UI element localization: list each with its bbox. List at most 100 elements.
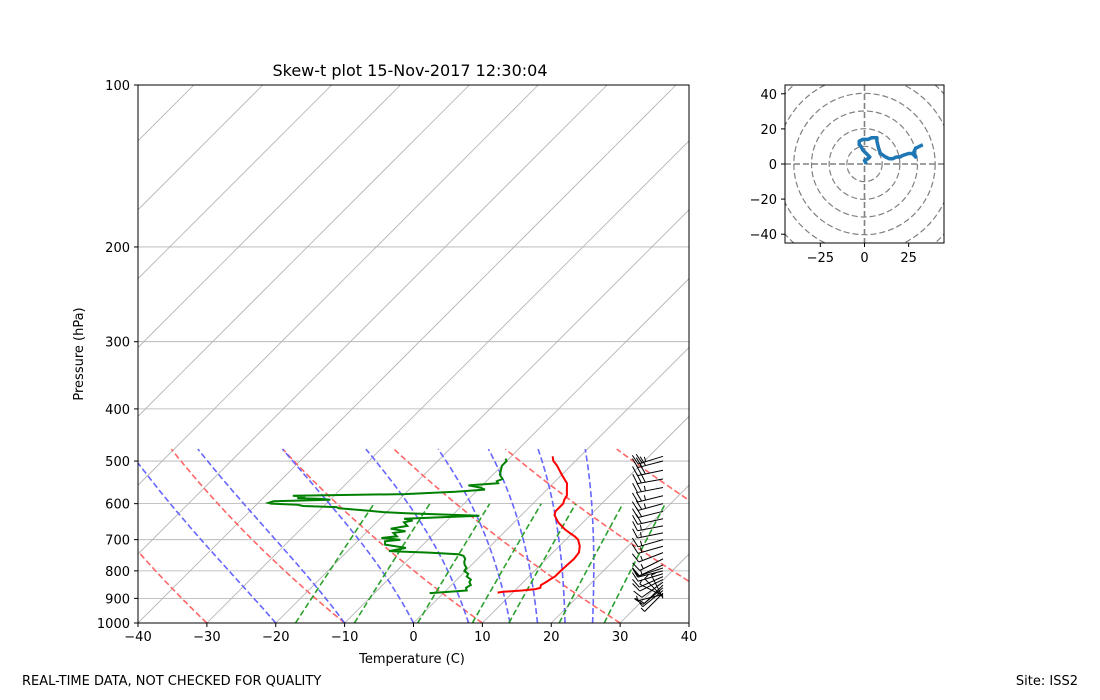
isotherm-gridline bbox=[206, 140, 689, 623]
hodograph-axes: −25 0 25 −40 −20 0 20 40 bbox=[750, 84, 945, 266]
wind-barb-feather bbox=[632, 492, 639, 503]
isotherm-gridline bbox=[138, 85, 401, 349]
moist-adiabat-line bbox=[487, 448, 539, 623]
dry-adiabat-line bbox=[138, 550, 208, 623]
wind-barb bbox=[640, 592, 664, 612]
wind-barb-staff bbox=[644, 584, 664, 604]
skewt-plot-area bbox=[138, 85, 689, 623]
mixing-ratio-line bbox=[294, 503, 375, 623]
wind-barb-staff bbox=[637, 510, 664, 519]
wind-barb bbox=[631, 544, 664, 554]
wind-barb-feather bbox=[635, 457, 643, 467]
wind-barb bbox=[635, 584, 664, 604]
mixing-ratio-line bbox=[603, 503, 667, 623]
wind-barb-half-feather bbox=[639, 602, 644, 608]
wind-barb-staff bbox=[637, 573, 664, 582]
wind-barb bbox=[632, 579, 664, 592]
x-tick-label: 0 bbox=[409, 630, 417, 645]
wind-barb bbox=[631, 500, 664, 511]
wind-barb bbox=[631, 537, 664, 548]
isotherm-gridline bbox=[138, 85, 195, 142]
moist-adiabat-line bbox=[584, 448, 595, 623]
wind-barb-staff bbox=[637, 495, 664, 503]
wind-barb-staff bbox=[641, 581, 664, 598]
wind-barb-feather bbox=[632, 466, 639, 476]
wind-barb-staff bbox=[637, 478, 664, 485]
wind-barb bbox=[632, 528, 664, 539]
wind-barb-staff bbox=[644, 592, 664, 612]
isotherm-gridline bbox=[138, 85, 608, 555]
isotherm-gridline bbox=[550, 484, 689, 623]
hodograph-x-tick-label: 25 bbox=[900, 251, 917, 266]
wind-barb bbox=[632, 564, 664, 577]
wind-barb-staff bbox=[642, 590, 664, 608]
isotherm-gridline bbox=[413, 346, 689, 623]
hodograph-y-tick-label: −20 bbox=[750, 193, 777, 208]
y-axis-label: Pressure (hPa) bbox=[72, 307, 87, 400]
wind-barb-staff bbox=[638, 552, 664, 563]
wind-barb-staff bbox=[637, 532, 664, 539]
wind-barb-feather bbox=[631, 455, 639, 465]
moist-adiabat-line bbox=[537, 448, 566, 623]
wind-barb-feather bbox=[632, 482, 638, 493]
wind-barb-staff bbox=[637, 469, 664, 477]
wind-barb-staff bbox=[639, 576, 664, 588]
hodograph-x-tick-label: −25 bbox=[807, 251, 834, 266]
mixing-ratio-line bbox=[508, 503, 577, 623]
y-tick-label: 300 bbox=[105, 336, 130, 351]
y-tick-label: 500 bbox=[105, 455, 130, 470]
wind-barb-feather bbox=[639, 456, 647, 466]
wind-barb-staff bbox=[639, 564, 664, 577]
hodograph-y-tick-label: 20 bbox=[760, 123, 777, 138]
wind-barb-half-feather bbox=[643, 485, 646, 492]
wind-barb-feather bbox=[636, 482, 642, 492]
wind-barb-half-feather bbox=[640, 555, 643, 561]
wind-barb-staff bbox=[637, 570, 664, 578]
dewpoint-trace bbox=[264, 458, 508, 595]
wind-barb-feather bbox=[632, 521, 638, 531]
wind-barb-half-feather bbox=[643, 495, 647, 501]
temperature-trace bbox=[497, 456, 581, 594]
isotherm-gridline bbox=[138, 85, 539, 486]
wind-barbs bbox=[631, 453, 664, 612]
wind-barb-half-feather bbox=[643, 456, 647, 462]
isotherm-gridline bbox=[688, 622, 689, 623]
wind-barb-half-feather bbox=[643, 503, 647, 509]
wind-barb-feather bbox=[634, 598, 644, 605]
y-tick-label: 600 bbox=[105, 498, 130, 513]
wind-barb bbox=[631, 453, 664, 465]
wind-barb-feather bbox=[631, 501, 639, 511]
skewt-ticks: −40 −30 −20 −10 0 10 20 30 40 100 200 300 400 500 600 7… bbox=[97, 79, 697, 645]
wind-barb-half-feather bbox=[639, 540, 643, 546]
x-tick-label: −20 bbox=[262, 630, 289, 645]
x-tick-label: 20 bbox=[543, 630, 560, 645]
wind-barb-feather bbox=[635, 453, 643, 464]
mixing-ratio-line bbox=[471, 503, 542, 623]
wind-barb-staff bbox=[637, 503, 664, 511]
isotherm-gridline bbox=[482, 415, 689, 623]
wind-barb-feather bbox=[631, 458, 639, 468]
chart-title: Skew-t plot 15-Nov-2017 12:30:04 bbox=[272, 61, 547, 80]
moist-adiabat-line bbox=[138, 461, 277, 623]
site-label: Site: ISS2 bbox=[1015, 674, 1078, 689]
y-tick-label: 1000 bbox=[97, 617, 130, 632]
wind-barb-half-feather bbox=[639, 547, 643, 553]
wind-barb bbox=[632, 521, 664, 532]
wind-barb-feather bbox=[631, 553, 640, 563]
y-tick-label: 100 bbox=[105, 79, 130, 94]
wind-barb-half-feather bbox=[644, 574, 649, 580]
wind-barb-half-feather bbox=[639, 532, 642, 538]
x-tick-label: 40 bbox=[681, 630, 698, 645]
wind-barb-feather bbox=[632, 583, 641, 592]
moist-adiabat-line bbox=[365, 448, 470, 623]
wind-barb-feather bbox=[633, 590, 643, 598]
wind-barb bbox=[631, 456, 664, 469]
hodograph-ring bbox=[828, 128, 901, 200]
hodograph-x-tick-label: 0 bbox=[860, 251, 868, 266]
wind-barb-half-feather bbox=[639, 524, 642, 531]
wind-barb bbox=[631, 552, 664, 563]
hodograph-ring bbox=[846, 145, 883, 183]
moist-adiabat-line bbox=[281, 448, 415, 623]
skewt-frame bbox=[137, 84, 690, 624]
